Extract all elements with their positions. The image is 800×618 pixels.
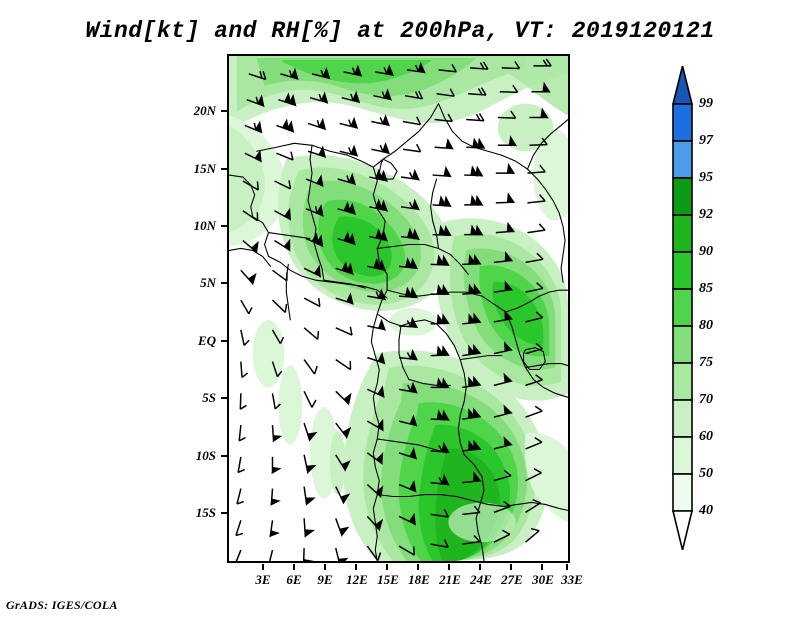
x-tick-mark	[417, 564, 419, 570]
colorbar-band-85-90	[672, 251, 693, 290]
colorbar-label-99: 99	[699, 96, 713, 111]
x-tick-mark	[355, 564, 357, 570]
y-axis-label-10n: 10N	[193, 218, 216, 233]
colorbar-band-90-92	[672, 214, 693, 253]
y-tick-mark	[221, 110, 227, 112]
colorbar-band-60-70	[672, 399, 693, 438]
colorbar-label-70: 70	[699, 392, 713, 407]
x-tick-mark	[262, 564, 264, 570]
x-tick-mark	[324, 564, 326, 570]
y-tick-mark	[221, 340, 227, 342]
x-axis-label-15e: 15E	[377, 572, 399, 587]
x-tick-mark	[541, 564, 543, 570]
y-tick-mark	[221, 397, 227, 399]
y-axis-label-20n: 20N	[193, 103, 216, 118]
colorbar-band-92-95	[672, 177, 693, 216]
colorbar-label-75: 75	[699, 355, 713, 370]
y-tick-mark	[221, 455, 227, 457]
colorbar-band-70-75	[672, 362, 693, 401]
colorbar-band-below-40	[671, 510, 694, 550]
chart-title: Wind[kt] and RH[%] at 200hPa, VT: 201912…	[85, 18, 715, 44]
y-tick-mark	[221, 168, 227, 170]
y-tick-mark	[221, 225, 227, 227]
x-axis-label-24e: 24E	[470, 572, 492, 587]
colorbar-label-90: 90	[699, 244, 713, 259]
x-axis-label-30e: 30E	[532, 572, 554, 587]
x-tick-mark	[386, 564, 388, 570]
colorbar-svg	[671, 66, 694, 550]
x-axis-label-33e: 33E	[561, 572, 583, 587]
colorbar-label-60: 60	[699, 429, 713, 444]
x-axis-label-12e: 12E	[346, 572, 368, 587]
x-axis-label-3e: 3E	[255, 572, 271, 587]
colorbar-label-85: 85	[699, 281, 713, 296]
y-axis-label-15n: 15N	[193, 161, 216, 176]
colorbar-label-92: 92	[699, 207, 713, 222]
colorbar-band-50-60	[672, 436, 693, 475]
x-tick-mark	[566, 564, 568, 570]
colorbar-band-95-97	[672, 140, 693, 179]
x-tick-mark	[448, 564, 450, 570]
y-axis-label-eq: EQ	[197, 333, 216, 348]
colorbar-label-95: 95	[699, 170, 713, 185]
grads-attribution: GrADS: IGES/COLA	[6, 598, 118, 612]
colorbar: 99 97 95 92 90 85 80 75 70 60 50 40	[671, 66, 713, 550]
x-axis-label-9e: 9E	[317, 572, 333, 587]
x-axis-label-27e: 27E	[501, 572, 523, 587]
x-tick-mark	[479, 564, 481, 570]
colorbar-band-40-50	[672, 473, 693, 512]
x-tick-mark	[293, 564, 295, 570]
y-axis-label-10s: 10S	[195, 448, 216, 463]
colorbar-band-75-80	[672, 325, 693, 364]
colorbar-band-above-99	[671, 66, 694, 105]
map-field-svg	[229, 56, 568, 561]
colorbar-label-40: 40	[699, 503, 713, 518]
x-axis-label-6e: 6E	[286, 572, 302, 587]
colorbar-label-97: 97	[699, 133, 713, 148]
colorbar-band-80-85	[672, 288, 693, 327]
colorbar-label-80: 80	[699, 318, 713, 333]
y-tick-mark	[221, 282, 227, 284]
map-plot-area	[227, 54, 570, 563]
y-axis-label-5n: 5N	[200, 275, 216, 290]
y-axis-label-15s: 15S	[195, 505, 216, 520]
colorbar-label-50: 50	[699, 466, 713, 481]
x-tick-mark	[510, 564, 512, 570]
x-axis-label-18e: 18E	[408, 572, 430, 587]
colorbar-band-97-99	[672, 103, 693, 142]
y-axis-label-5s: 5S	[202, 390, 216, 405]
x-axis-label-21e: 21E	[439, 572, 461, 587]
y-tick-mark	[221, 512, 227, 514]
